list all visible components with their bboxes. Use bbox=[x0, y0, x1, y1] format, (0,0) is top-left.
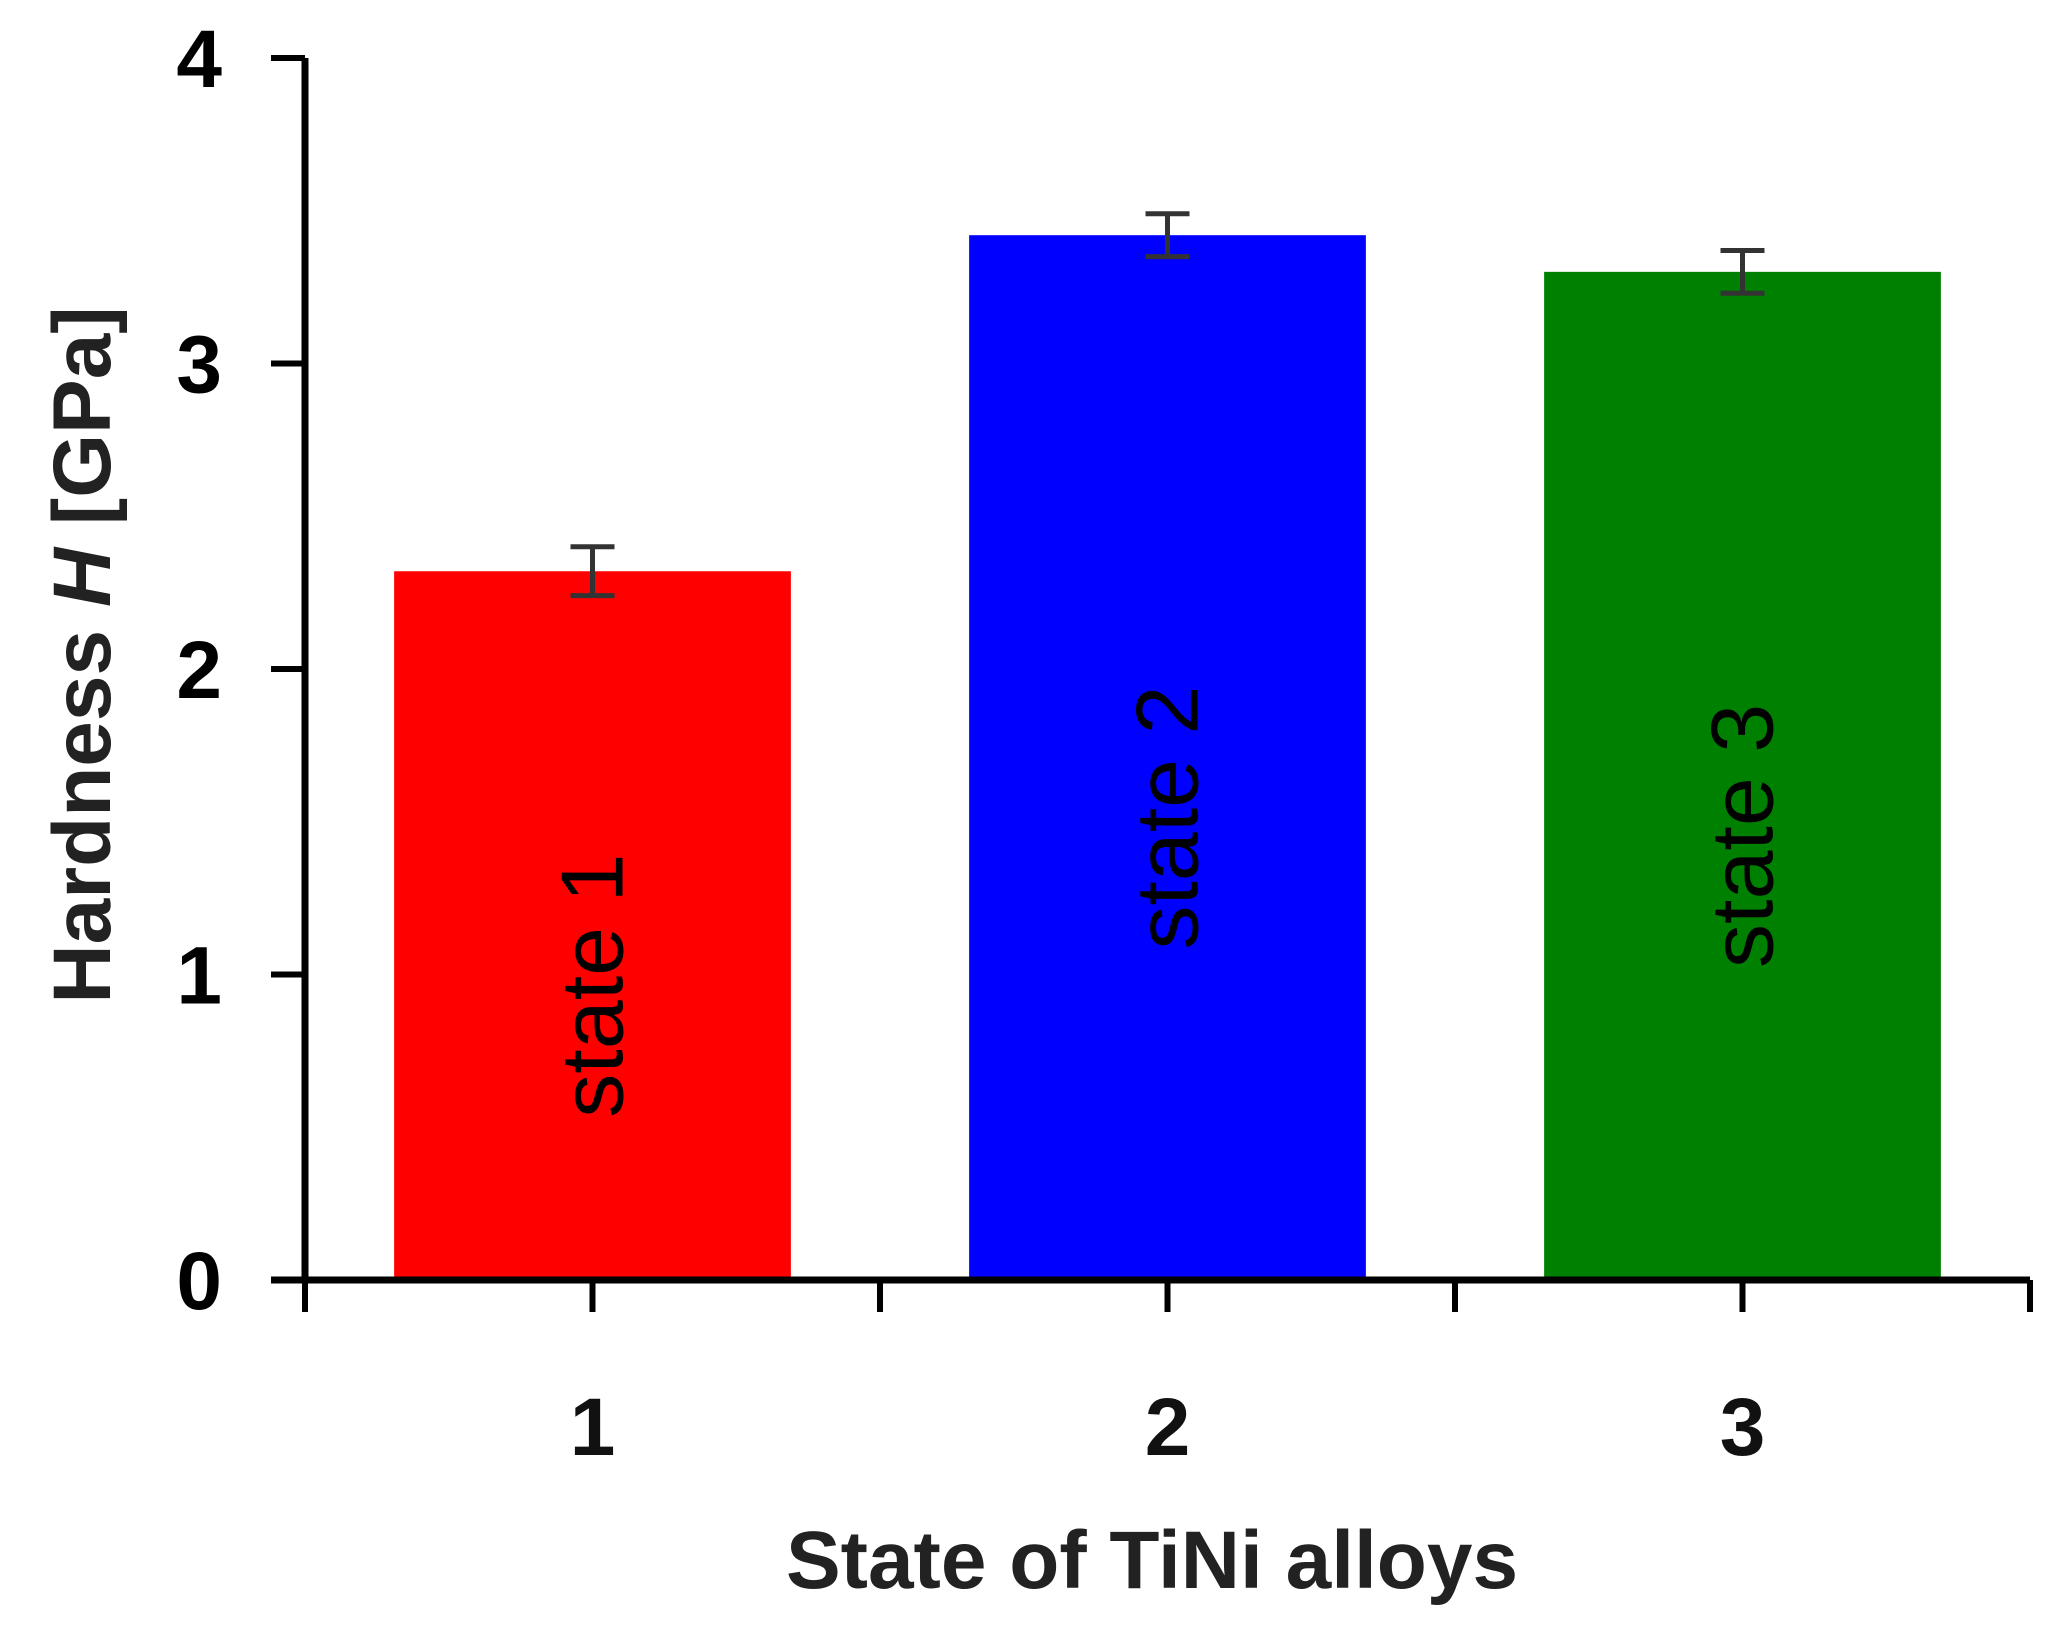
bar-label-3: state 3 bbox=[1693, 704, 1792, 968]
y-axis-title-suffix: [GPa] bbox=[37, 306, 128, 547]
x-tick-label-3: 3 bbox=[1720, 1382, 1766, 1473]
bar-label-1: state 1 bbox=[543, 854, 642, 1118]
bar-1 bbox=[394, 571, 791, 1280]
error-bars-layer bbox=[570, 211, 1765, 599]
bars-layer bbox=[394, 235, 1941, 1281]
bar-label-2: state 2 bbox=[1118, 686, 1217, 950]
labels-layer: state 1 1 state 2 2 state 3 3 0 1 2 3 4 bbox=[176, 14, 1791, 1473]
x-axis-title: State of TiNi alloys bbox=[786, 1515, 1518, 1606]
y-tick-label-3: 3 bbox=[176, 320, 222, 411]
y-axis-title-symbol: H bbox=[37, 546, 128, 607]
bar-2 bbox=[969, 235, 1366, 1281]
y-tick-label-1: 1 bbox=[176, 931, 222, 1022]
x-tick-label-2: 2 bbox=[1145, 1382, 1191, 1473]
bar-3 bbox=[1544, 271, 1941, 1281]
axes-layer bbox=[271, 55, 2033, 1312]
y-tick-label-0: 0 bbox=[176, 1236, 222, 1327]
y-tick-label-4: 4 bbox=[176, 14, 222, 105]
y-tick-label-2: 2 bbox=[176, 625, 222, 716]
y-axis-title-prefix: Hardness bbox=[37, 607, 128, 1004]
y-axis-title: Hardness H [GPa] bbox=[37, 306, 128, 1003]
x-tick-label-1: 1 bbox=[570, 1382, 616, 1473]
